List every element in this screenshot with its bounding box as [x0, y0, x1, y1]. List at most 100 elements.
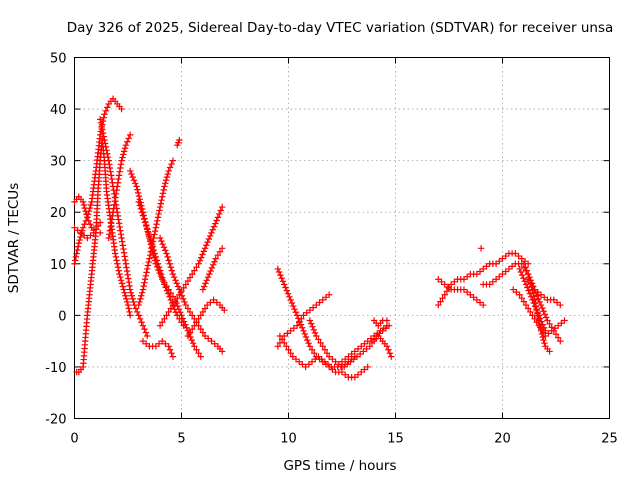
series-track-v [370, 317, 391, 329]
data-point-track-i [152, 224, 160, 231]
data-point-track-i [142, 272, 150, 280]
data-point-track-p [351, 374, 359, 381]
data-point-track-a [101, 111, 108, 118]
data-point-track-q [306, 307, 314, 314]
data-point-track-k [160, 244, 168, 251]
y-tick-label: -10 [45, 361, 66, 376]
data-point-track-i [150, 234, 157, 242]
data-point-track-e [115, 216, 122, 223]
data-point-track-h [162, 284, 169, 291]
data-point-track-a [100, 114, 107, 121]
data-point-track-q [316, 299, 323, 306]
data-point-track-g [130, 177, 138, 184]
data-point-track-i [138, 289, 146, 296]
data-point-track-e [132, 305, 140, 312]
data-point-track-e [144, 332, 151, 340]
data-point-track-z [545, 330, 552, 337]
data-point-track-h [137, 205, 145, 212]
data-point-track-k [156, 234, 164, 242]
data-point-track-k [201, 332, 209, 340]
data-point-track-p [301, 330, 308, 338]
data-point-track-b [117, 277, 125, 284]
data-point-track-ac [525, 273, 533, 281]
data-point-track-z [554, 322, 562, 329]
data-point-track-w [483, 263, 490, 270]
data-point-track-t [348, 350, 355, 358]
data-point-track-k [167, 264, 174, 271]
data-point-track-e [130, 298, 137, 306]
data-point-track-f [125, 135, 132, 142]
x-tick-label: 0 [70, 432, 78, 447]
data-point-track-h [171, 305, 178, 313]
data-point-track-b [125, 305, 132, 312]
x-axis-label: GPS time / hours [283, 458, 396, 474]
data-point-track-l [156, 322, 164, 329]
x-tick-label: 20 [494, 432, 511, 447]
data-point-track-n [218, 245, 226, 252]
data-point-track-e [128, 292, 136, 299]
data-point-track-e [101, 136, 108, 144]
data-point-track-p [292, 309, 299, 316]
data-point-track-e [121, 253, 128, 260]
series-track-l [156, 203, 226, 329]
data-point-track-y [537, 301, 545, 309]
data-point-track-l [201, 245, 209, 252]
data-point-track-e [114, 212, 122, 220]
data-point-track-z [520, 298, 528, 305]
data-point-track-ac [539, 333, 546, 341]
data-point-track-m [189, 325, 196, 333]
data-point-track-f [120, 148, 128, 155]
data-point-track-e [101, 140, 109, 147]
data-point-track-r [276, 332, 284, 340]
data-point-track-h [174, 312, 181, 319]
data-point-track-y [505, 265, 513, 273]
data-point-track-w [451, 278, 458, 286]
data-point-track-r [299, 361, 306, 368]
data-point-track-m [184, 332, 192, 340]
data-point-track-ab [557, 301, 564, 309]
data-point-track-w [476, 268, 484, 275]
data-point-track-x [460, 286, 468, 293]
series-track-p [274, 265, 371, 381]
data-point-track-q [325, 291, 333, 298]
data-point-track-i [138, 292, 145, 299]
data-point-track-p [354, 371, 362, 378]
data-point-track-u [388, 353, 395, 360]
data-point-track-r [296, 358, 303, 365]
data-point-track-q [287, 327, 294, 335]
data-point-track-y [544, 317, 551, 324]
data-point-track-m [186, 329, 194, 336]
data-point-track-ac [526, 277, 534, 284]
data-point-track-l [204, 238, 211, 246]
data-point-track-r [363, 345, 370, 353]
data-point-track-r [285, 346, 292, 353]
data-point-track-z [527, 308, 534, 316]
data-point-track-u [385, 346, 392, 353]
data-point-track-v [383, 317, 391, 324]
data-point-track-h [155, 264, 163, 271]
data-point-track-e [142, 329, 150, 336]
data-point-track-f [116, 168, 123, 175]
data-point-track-a [74, 243, 82, 250]
data-point-track-e [117, 227, 124, 234]
data-point-track-e [134, 308, 141, 316]
data-point-track-k [159, 240, 166, 248]
data-point-track-y [542, 314, 550, 321]
data-point-track-q [284, 330, 291, 337]
data-point-track-d [96, 219, 104, 226]
data-point-track-z [531, 315, 538, 322]
data-point-track-h [166, 293, 173, 300]
data-point-track-e [126, 286, 134, 293]
data-point-track-ad [477, 245, 485, 252]
data-point-track-ac [541, 340, 548, 347]
data-point-track-g [133, 183, 140, 190]
data-point-track-h [138, 209, 146, 216]
data-point-track-f [117, 164, 124, 172]
data-point-track-i [151, 231, 158, 238]
data-point-track-i [146, 251, 154, 259]
data-point-track-k [171, 273, 178, 281]
data-point-track-ab [534, 288, 542, 296]
data-point-track-d [74, 227, 81, 234]
series-track-d [71, 219, 104, 242]
data-point-track-d [92, 226, 100, 233]
